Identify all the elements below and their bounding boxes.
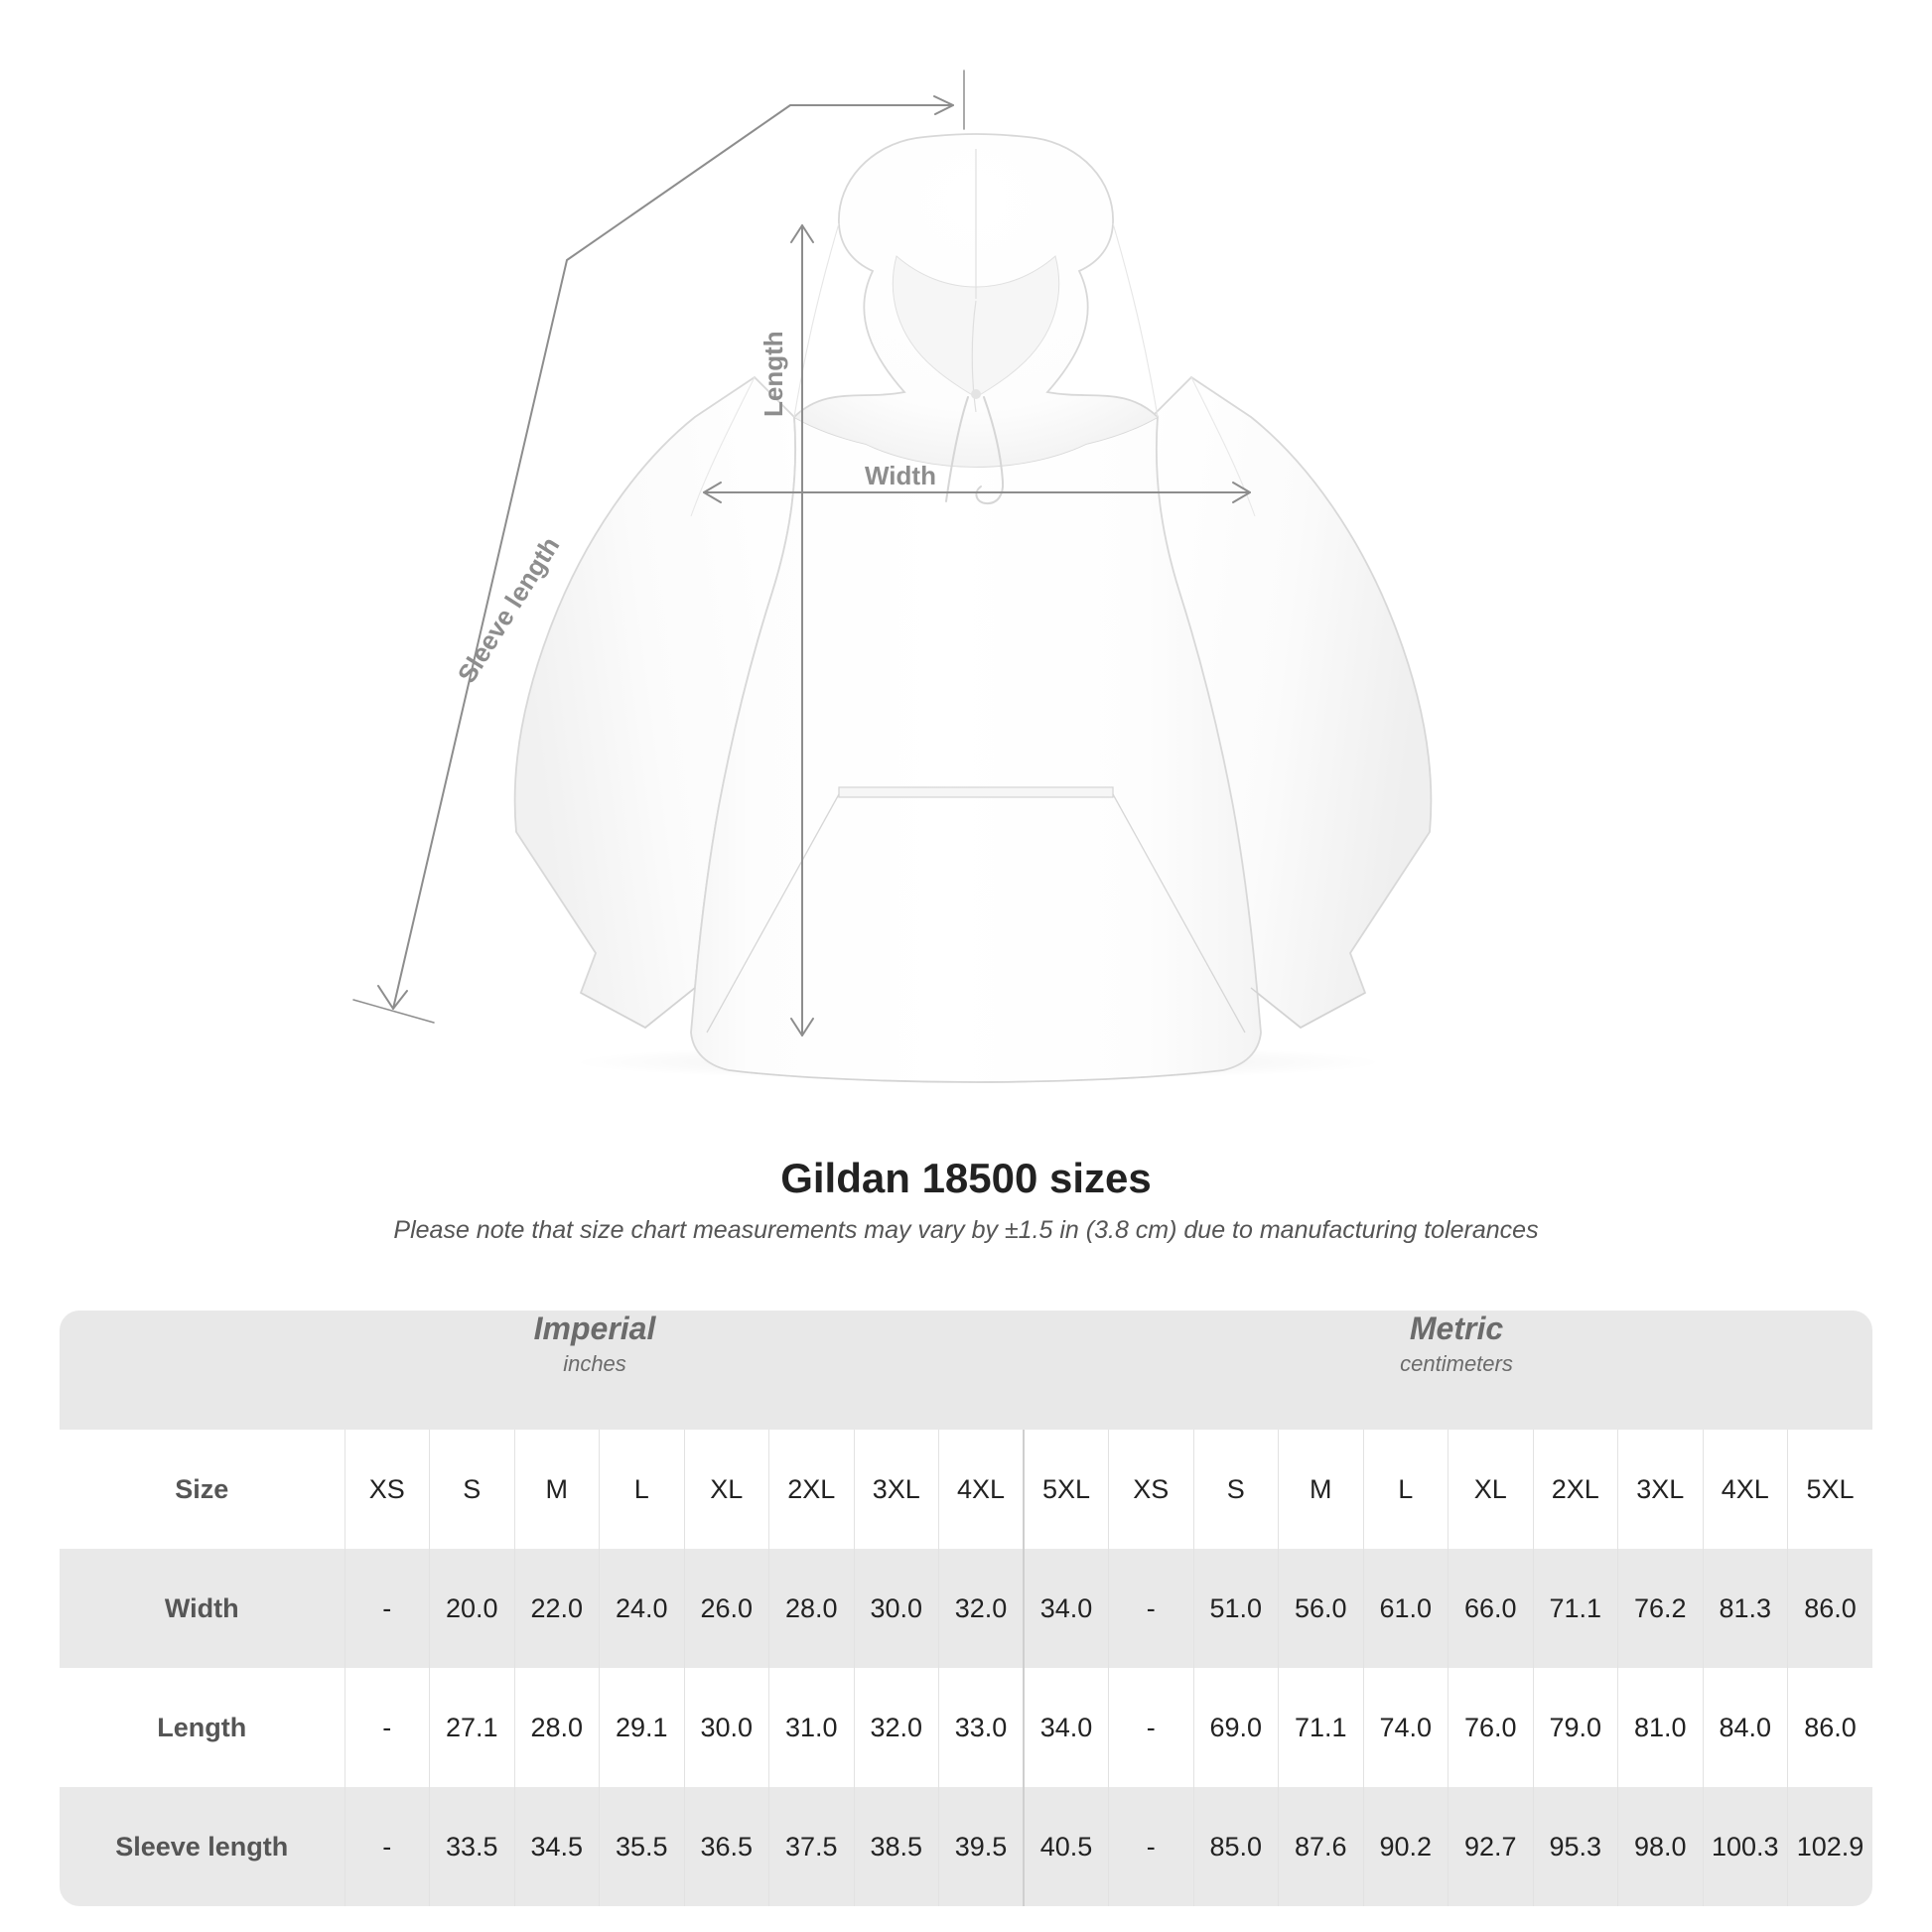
- svg-text:Length: Length: [759, 331, 788, 417]
- svg-text:Width: Width: [865, 461, 936, 490]
